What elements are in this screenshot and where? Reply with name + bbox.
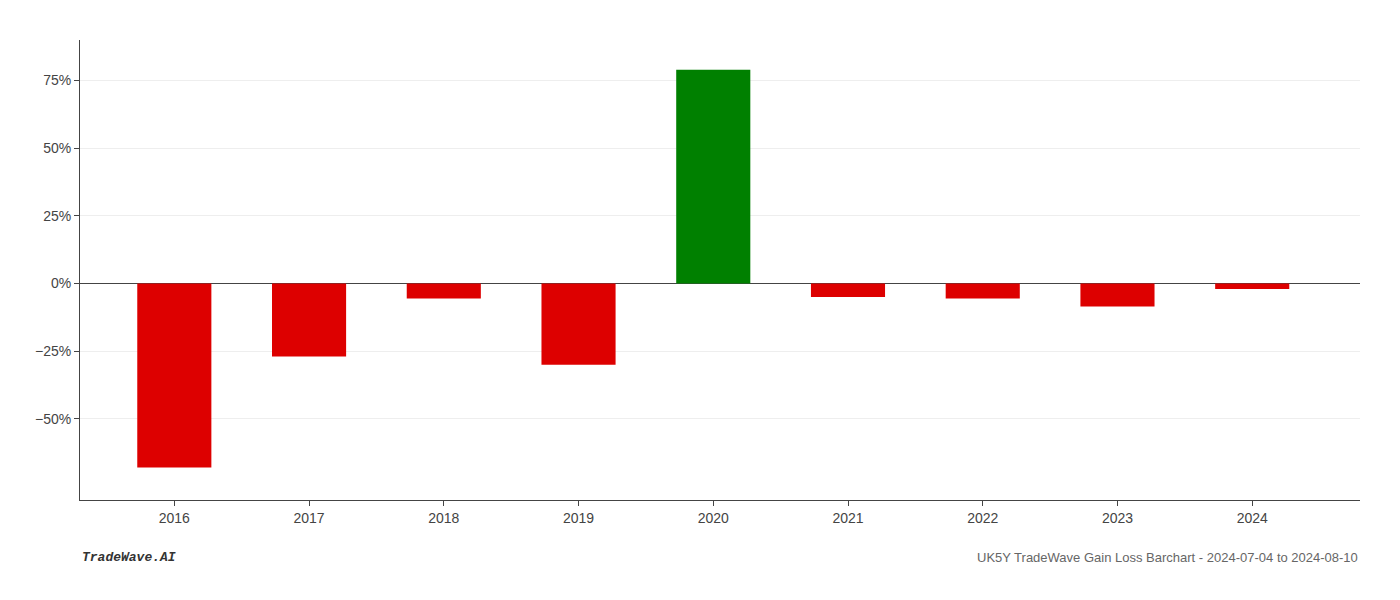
svg-text:2019: 2019 xyxy=(563,510,594,526)
svg-text:2020: 2020 xyxy=(698,510,729,526)
svg-text:2024: 2024 xyxy=(1237,510,1268,526)
svg-text:2018: 2018 xyxy=(428,510,459,526)
svg-text:2022: 2022 xyxy=(967,510,998,526)
svg-text:2021: 2021 xyxy=(832,510,863,526)
svg-text:25%: 25% xyxy=(43,208,71,224)
svg-text:0%: 0% xyxy=(51,275,71,291)
svg-text:2023: 2023 xyxy=(1102,510,1133,526)
svg-text:UK5Y TradeWave Gain Loss Barch: UK5Y TradeWave Gain Loss Barchart - 2024… xyxy=(977,550,1358,565)
svg-text:2016: 2016 xyxy=(159,510,190,526)
svg-text:50%: 50% xyxy=(43,140,71,156)
svg-text:2017: 2017 xyxy=(293,510,324,526)
svg-text:TradeWave.AI: TradeWave.AI xyxy=(82,550,176,565)
svg-text:−50%: −50% xyxy=(35,411,71,427)
svg-text:75%: 75% xyxy=(43,72,71,88)
svg-text:−25%: −25% xyxy=(35,343,71,359)
